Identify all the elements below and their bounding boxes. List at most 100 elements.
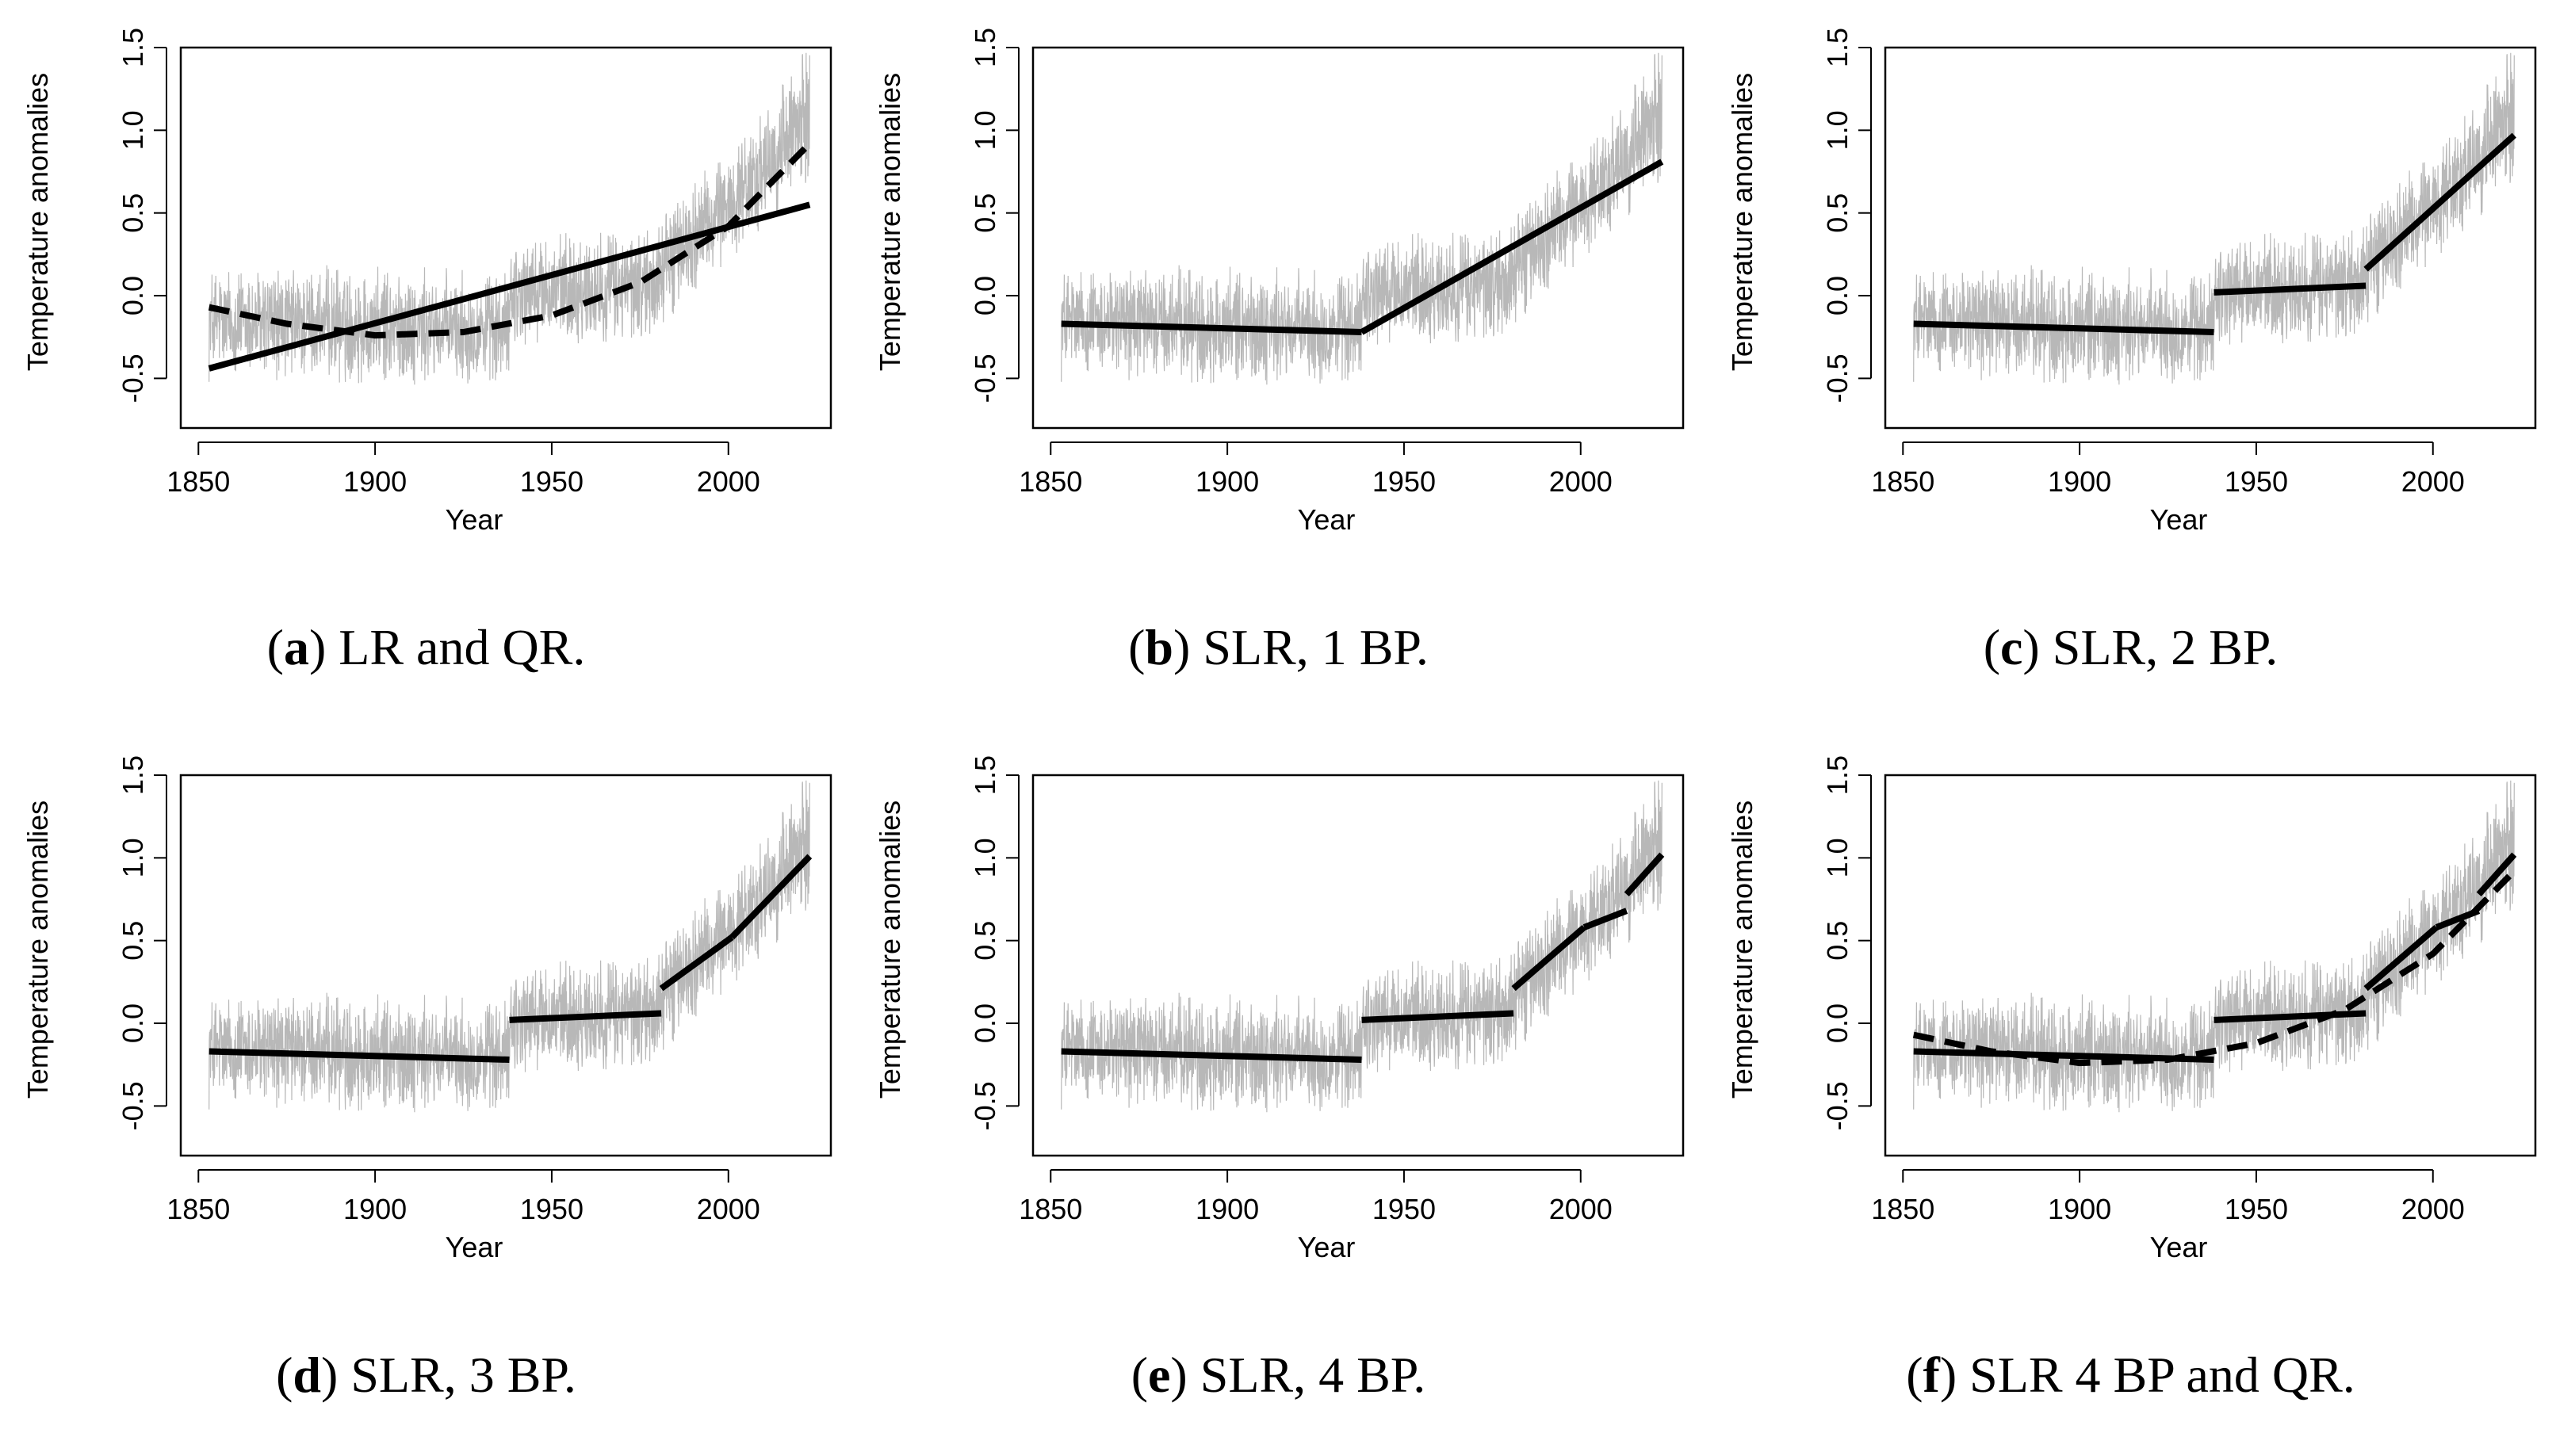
fit-line-segment-4 (2435, 908, 2481, 931)
y-tick-label: 0.0 (1821, 276, 1854, 315)
caption-text: SLR, 4 BP. (1200, 1347, 1426, 1403)
panel-caption: (f) SLR 4 BP and QR. (1906, 1347, 2355, 1403)
y-tick-label: 1.0 (969, 838, 1001, 877)
x-tick-label: 2000 (697, 1193, 760, 1225)
fit-line-segment-1 (1913, 1048, 2214, 1063)
x-axis-label: Year (2150, 1231, 2208, 1263)
chart-c: 1850 1900 1950 2000 -0.5 0.0 0.5 1.0 1.5 Year Temp… (1726, 28, 2537, 536)
y-tick-label: 1.0 (1821, 838, 1854, 877)
plot-frame (179, 774, 832, 1157)
x-tick-label: 2000 (2401, 465, 2465, 498)
caption-tag: b (1145, 619, 1174, 675)
plot-frame (1884, 46, 2537, 430)
y-tick-label: -0.5 (1821, 353, 1854, 403)
y-tick-label: 0.0 (1821, 1003, 1854, 1043)
y-tick-label: -0.5 (969, 1081, 1001, 1130)
fit-line-quadratic (208, 141, 813, 339)
panel-b: 1850 1900 1950 2000 -0.5 0.0 0.5 1.0 1.5 Year Temp… (852, 0, 1705, 728)
caption-text: SLR, 3 BP. (350, 1347, 576, 1403)
y-tick-label: 0.5 (1821, 193, 1854, 233)
fit-line-quadratic (1912, 869, 2517, 1067)
y-tick-label: 1.0 (969, 110, 1001, 150)
plot-frame (1031, 46, 1685, 430)
panel-c: 1850 1900 1950 2000 -0.5 0.0 0.5 1.0 1.5 Year Temp… (1705, 0, 2556, 728)
caption-text: SLR 4 BP and QR. (1969, 1347, 2355, 1403)
panel-d: 1850 1900 1950 2000 -0.5 0.0 0.5 1.0 1.5 Year Temp… (0, 728, 852, 1455)
y-tick-label: 1.5 (117, 28, 149, 67)
x-axis-label: Year (2150, 503, 2208, 536)
y-tick-label: 0.5 (969, 193, 1001, 233)
x-tick-label: 1950 (1372, 1193, 1436, 1225)
y-tick-label: 1.5 (1821, 755, 1854, 795)
y-axis-label: Temperature anomalies (21, 801, 54, 1099)
x-tick-label: 1850 (1019, 465, 1082, 498)
chart-a: 1850 1900 1950 2000 -0.5 0.0 0.5 1.0 1.5 Year Temp… (21, 28, 832, 536)
x-tick-label: 1900 (2048, 465, 2111, 498)
fit-line-segment-1 (1061, 1048, 1362, 1063)
fit-line-segment-3 (1511, 924, 1586, 992)
x-tick-label: 1950 (520, 465, 584, 498)
panel-f: 1850 1900 1950 2000 -0.5 0.0 0.5 1.0 1.5 Year Temp… (1705, 728, 2556, 1455)
fit-line-segment-1 (1061, 320, 1362, 335)
y-tick-label: 0.0 (117, 276, 149, 315)
x-axis-label: Year (1298, 1231, 1356, 1263)
caption-tag: c (2000, 619, 2023, 675)
x-tick-label: 1900 (343, 465, 407, 498)
panel-caption: (d) SLR, 3 BP. (276, 1347, 576, 1403)
chart-e: 1850 1900 1950 2000 -0.5 0.0 0.5 1.0 1.5 Year Temp… (874, 755, 1685, 1263)
y-tick-label: -0.5 (117, 1081, 149, 1130)
y-tick-label: 0.0 (969, 1003, 1001, 1043)
observed-series (209, 52, 810, 385)
x-tick-label: 1950 (520, 1193, 584, 1225)
x-tick-label: 2000 (697, 465, 760, 498)
plot-frame (1031, 774, 1685, 1157)
fit-line-segment-3 (2363, 924, 2439, 992)
fit-line-segment-3 (2363, 132, 2516, 272)
y-axis-label: Temperature anomalies (1726, 801, 1758, 1099)
panel-caption: (e) SLR, 4 BP. (1131, 1347, 1426, 1403)
y-tick-label: 0.5 (117, 193, 149, 233)
y-axis-label: Temperature anomalies (874, 801, 906, 1099)
fit-line-segment-1 (208, 201, 811, 372)
plot-frame (179, 46, 832, 430)
y-tick-label: 1.0 (117, 110, 149, 150)
fit-line-segment-2 (2214, 282, 2367, 296)
y-tick-label: 1.0 (117, 838, 149, 877)
y-tick-label: 0.5 (1821, 921, 1854, 961)
observed-series (1061, 780, 1663, 1113)
y-tick-label: 1.0 (1821, 110, 1854, 150)
x-axis-label: Year (446, 503, 503, 536)
y-tick-label: -0.5 (969, 353, 1001, 403)
panel-caption: (b) SLR, 1 BP. (1128, 619, 1429, 675)
x-tick-label: 1850 (1871, 1193, 1934, 1225)
caption-tag: f (1923, 1347, 1940, 1403)
fit-line-segment-5 (1624, 852, 1665, 896)
fit-line-segment-2 (2214, 1010, 2367, 1023)
caption-tag: a (283, 619, 309, 675)
x-tick-label: 2000 (2401, 1193, 2465, 1225)
fit-line-segment-2 (1361, 1010, 1514, 1023)
fit-line-segment-2 (509, 1010, 662, 1023)
x-tick-label: 1850 (166, 1193, 230, 1225)
plot-frame (1884, 774, 2537, 1157)
x-axis-label: Year (446, 1231, 503, 1263)
fit-line-segment-2 (1360, 159, 1664, 335)
chart-d: 1850 1900 1950 2000 -0.5 0.0 0.5 1.0 1.5 Year Temp… (21, 755, 832, 1263)
caption-text: SLR, 2 BP. (2052, 619, 2279, 675)
x-tick-label: 1950 (2225, 465, 2288, 498)
y-tick-label: -0.5 (1821, 1081, 1854, 1130)
observed-series (1061, 52, 1663, 385)
y-tick-label: 0.5 (969, 921, 1001, 961)
y-tick-label: 1.5 (117, 755, 149, 795)
x-tick-label: 2000 (1549, 1193, 1613, 1225)
x-tick-label: 1850 (1871, 465, 1934, 498)
caption-text: LR and QR. (339, 619, 586, 675)
panel-a: 1850 1900 1950 2000 -0.5 0.0 0.5 1.0 1.5 Year Temp… (0, 0, 852, 728)
chart-f: 1850 1900 1950 2000 -0.5 0.0 0.5 1.0 1.5 Year Temp… (1726, 755, 2537, 1263)
panel-caption: (a) LR and QR. (266, 619, 586, 675)
fit-line-segment-1 (209, 1048, 510, 1063)
y-tick-label: 1.5 (969, 755, 1001, 795)
y-tick-label: -0.5 (117, 353, 149, 403)
x-axis-label: Year (1298, 503, 1356, 536)
